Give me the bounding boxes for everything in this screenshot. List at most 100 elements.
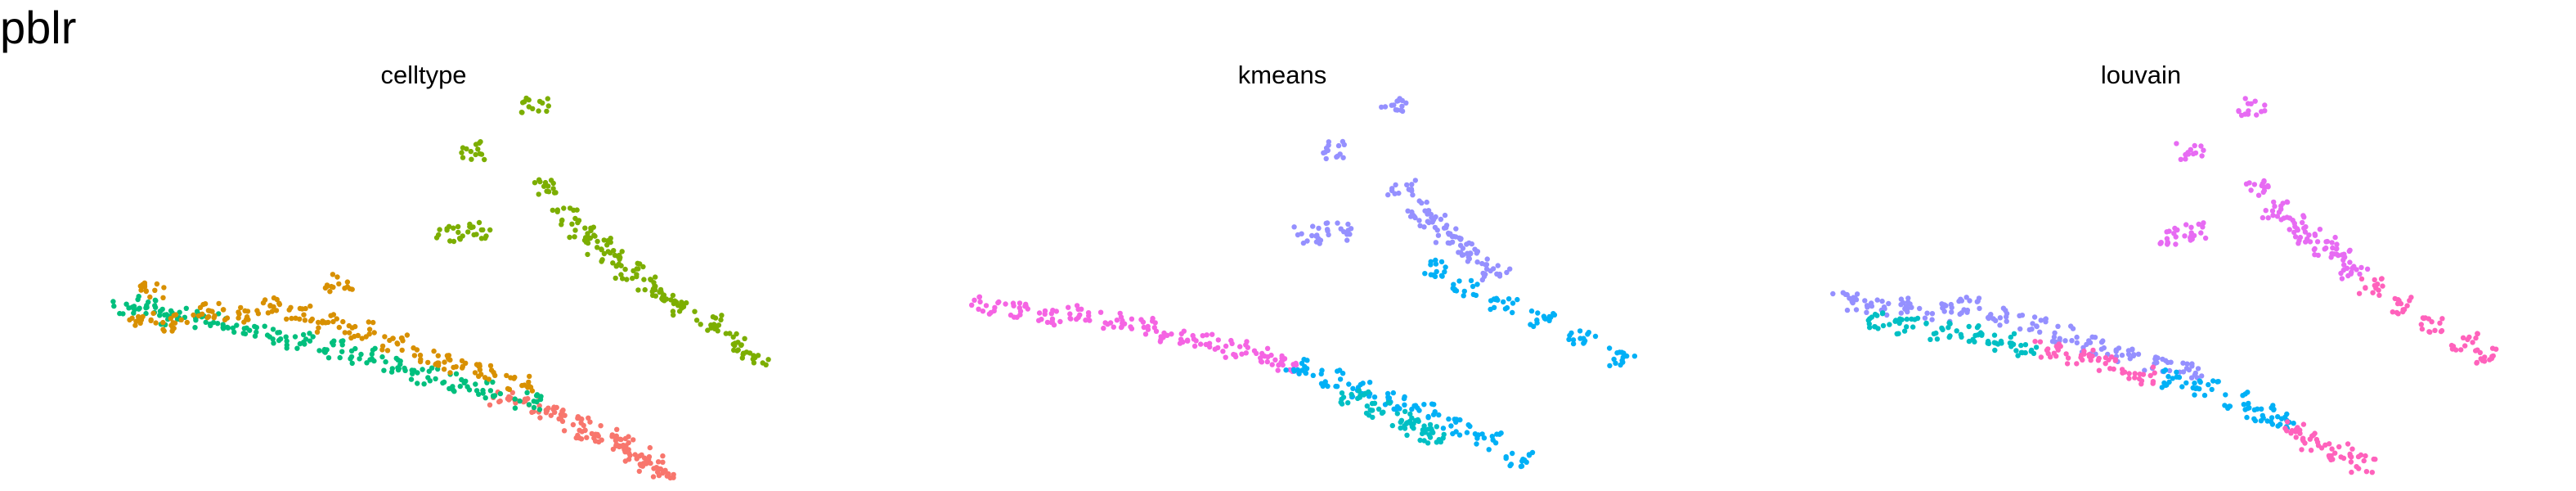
data-point: [1345, 400, 1351, 406]
scatter-panel-celltype: [110, 95, 771, 481]
data-point: [1129, 326, 1135, 331]
data-point: [1864, 309, 1869, 315]
data-point: [2173, 234, 2179, 240]
data-point: [477, 151, 482, 157]
data-point: [242, 331, 249, 337]
data-point: [2161, 380, 2167, 386]
data-point: [1398, 419, 1403, 426]
data-point: [2018, 342, 2024, 349]
data-point: [531, 399, 536, 404]
data-point: [1119, 324, 1124, 330]
data-point: [577, 435, 582, 441]
data-point: [2258, 418, 2264, 424]
data-point: [1507, 266, 1513, 272]
data-point: [276, 330, 282, 336]
data-point: [2299, 447, 2304, 453]
data-point: [1898, 302, 1904, 308]
data-point: [1979, 332, 1985, 338]
data-point: [577, 416, 582, 421]
data-point: [536, 108, 541, 114]
data-point: [1510, 450, 1515, 457]
data-point: [1440, 435, 1446, 441]
data-point: [1939, 301, 1945, 307]
data-point: [2419, 326, 2426, 332]
data-point: [137, 305, 142, 311]
data-point: [2087, 340, 2094, 345]
data-point: [599, 259, 604, 264]
data-point: [1442, 269, 1447, 275]
data-point: [447, 370, 453, 376]
data-point: [402, 365, 407, 372]
data-point: [2329, 240, 2335, 246]
data-point: [1412, 178, 1419, 183]
data-point: [220, 307, 227, 313]
data-point: [595, 431, 600, 438]
data-point: [382, 334, 388, 340]
data-point: [1535, 310, 1541, 316]
data-point: [727, 331, 733, 336]
data-point: [1997, 315, 2004, 321]
data-point: [2236, 108, 2242, 115]
data-point: [2183, 222, 2189, 227]
data-point: [1309, 232, 1315, 239]
data-point: [523, 95, 529, 101]
data-point: [161, 328, 167, 334]
data-point: [1003, 301, 1008, 307]
data-point: [1422, 208, 1428, 214]
data-point: [2183, 156, 2188, 162]
data-point: [2172, 225, 2178, 232]
data-point: [2333, 246, 2339, 252]
data-point: [2287, 227, 2292, 232]
data-point: [2312, 246, 2318, 252]
data-point: [1461, 288, 1468, 295]
data-point: [626, 434, 631, 439]
data-point: [1465, 422, 1471, 428]
data-point: [1430, 430, 1436, 435]
data-point: [2462, 343, 2468, 349]
data-point: [531, 404, 537, 411]
data-point: [200, 311, 205, 317]
data-point: [1410, 192, 1416, 198]
data-point: [236, 309, 241, 315]
data-point: [1212, 346, 1218, 352]
data-point: [2339, 276, 2345, 282]
data-point: [1434, 424, 1440, 430]
data-point: [604, 242, 610, 248]
data-point: [435, 353, 441, 358]
data-point: [160, 295, 166, 300]
data-point: [1440, 426, 1447, 431]
data-point: [2038, 318, 2044, 323]
data-point: [192, 325, 198, 331]
data-point: [450, 384, 456, 390]
data-point: [2199, 373, 2205, 379]
data-point: [2259, 182, 2264, 189]
data-point: [1945, 325, 1951, 331]
data-point: [2185, 150, 2191, 155]
data-point: [2004, 314, 2009, 320]
data-point: [2293, 435, 2299, 440]
data-point: [1901, 328, 1908, 334]
data-point: [2466, 334, 2472, 340]
data-point: [1991, 332, 1998, 338]
data-point: [2166, 367, 2173, 374]
data-point: [558, 416, 563, 421]
data-point: [1474, 282, 1480, 287]
data-point: [293, 315, 298, 321]
data-point: [1425, 440, 1431, 446]
data-point: [693, 318, 700, 323]
data-point: [1577, 328, 1583, 334]
data-point: [1429, 401, 1435, 407]
data-point: [241, 326, 247, 331]
data-point: [2150, 364, 2156, 370]
data-point: [129, 315, 135, 321]
data-point: [1461, 252, 1466, 258]
data-point: [441, 379, 447, 385]
data-point: [2070, 326, 2076, 331]
data-point: [2201, 220, 2206, 226]
data-point: [191, 312, 196, 318]
data-point: [1977, 305, 1982, 312]
data-point: [1933, 330, 1939, 336]
data-point: [614, 426, 620, 432]
data-point: [1448, 423, 1454, 429]
data-point: [1577, 336, 1583, 341]
